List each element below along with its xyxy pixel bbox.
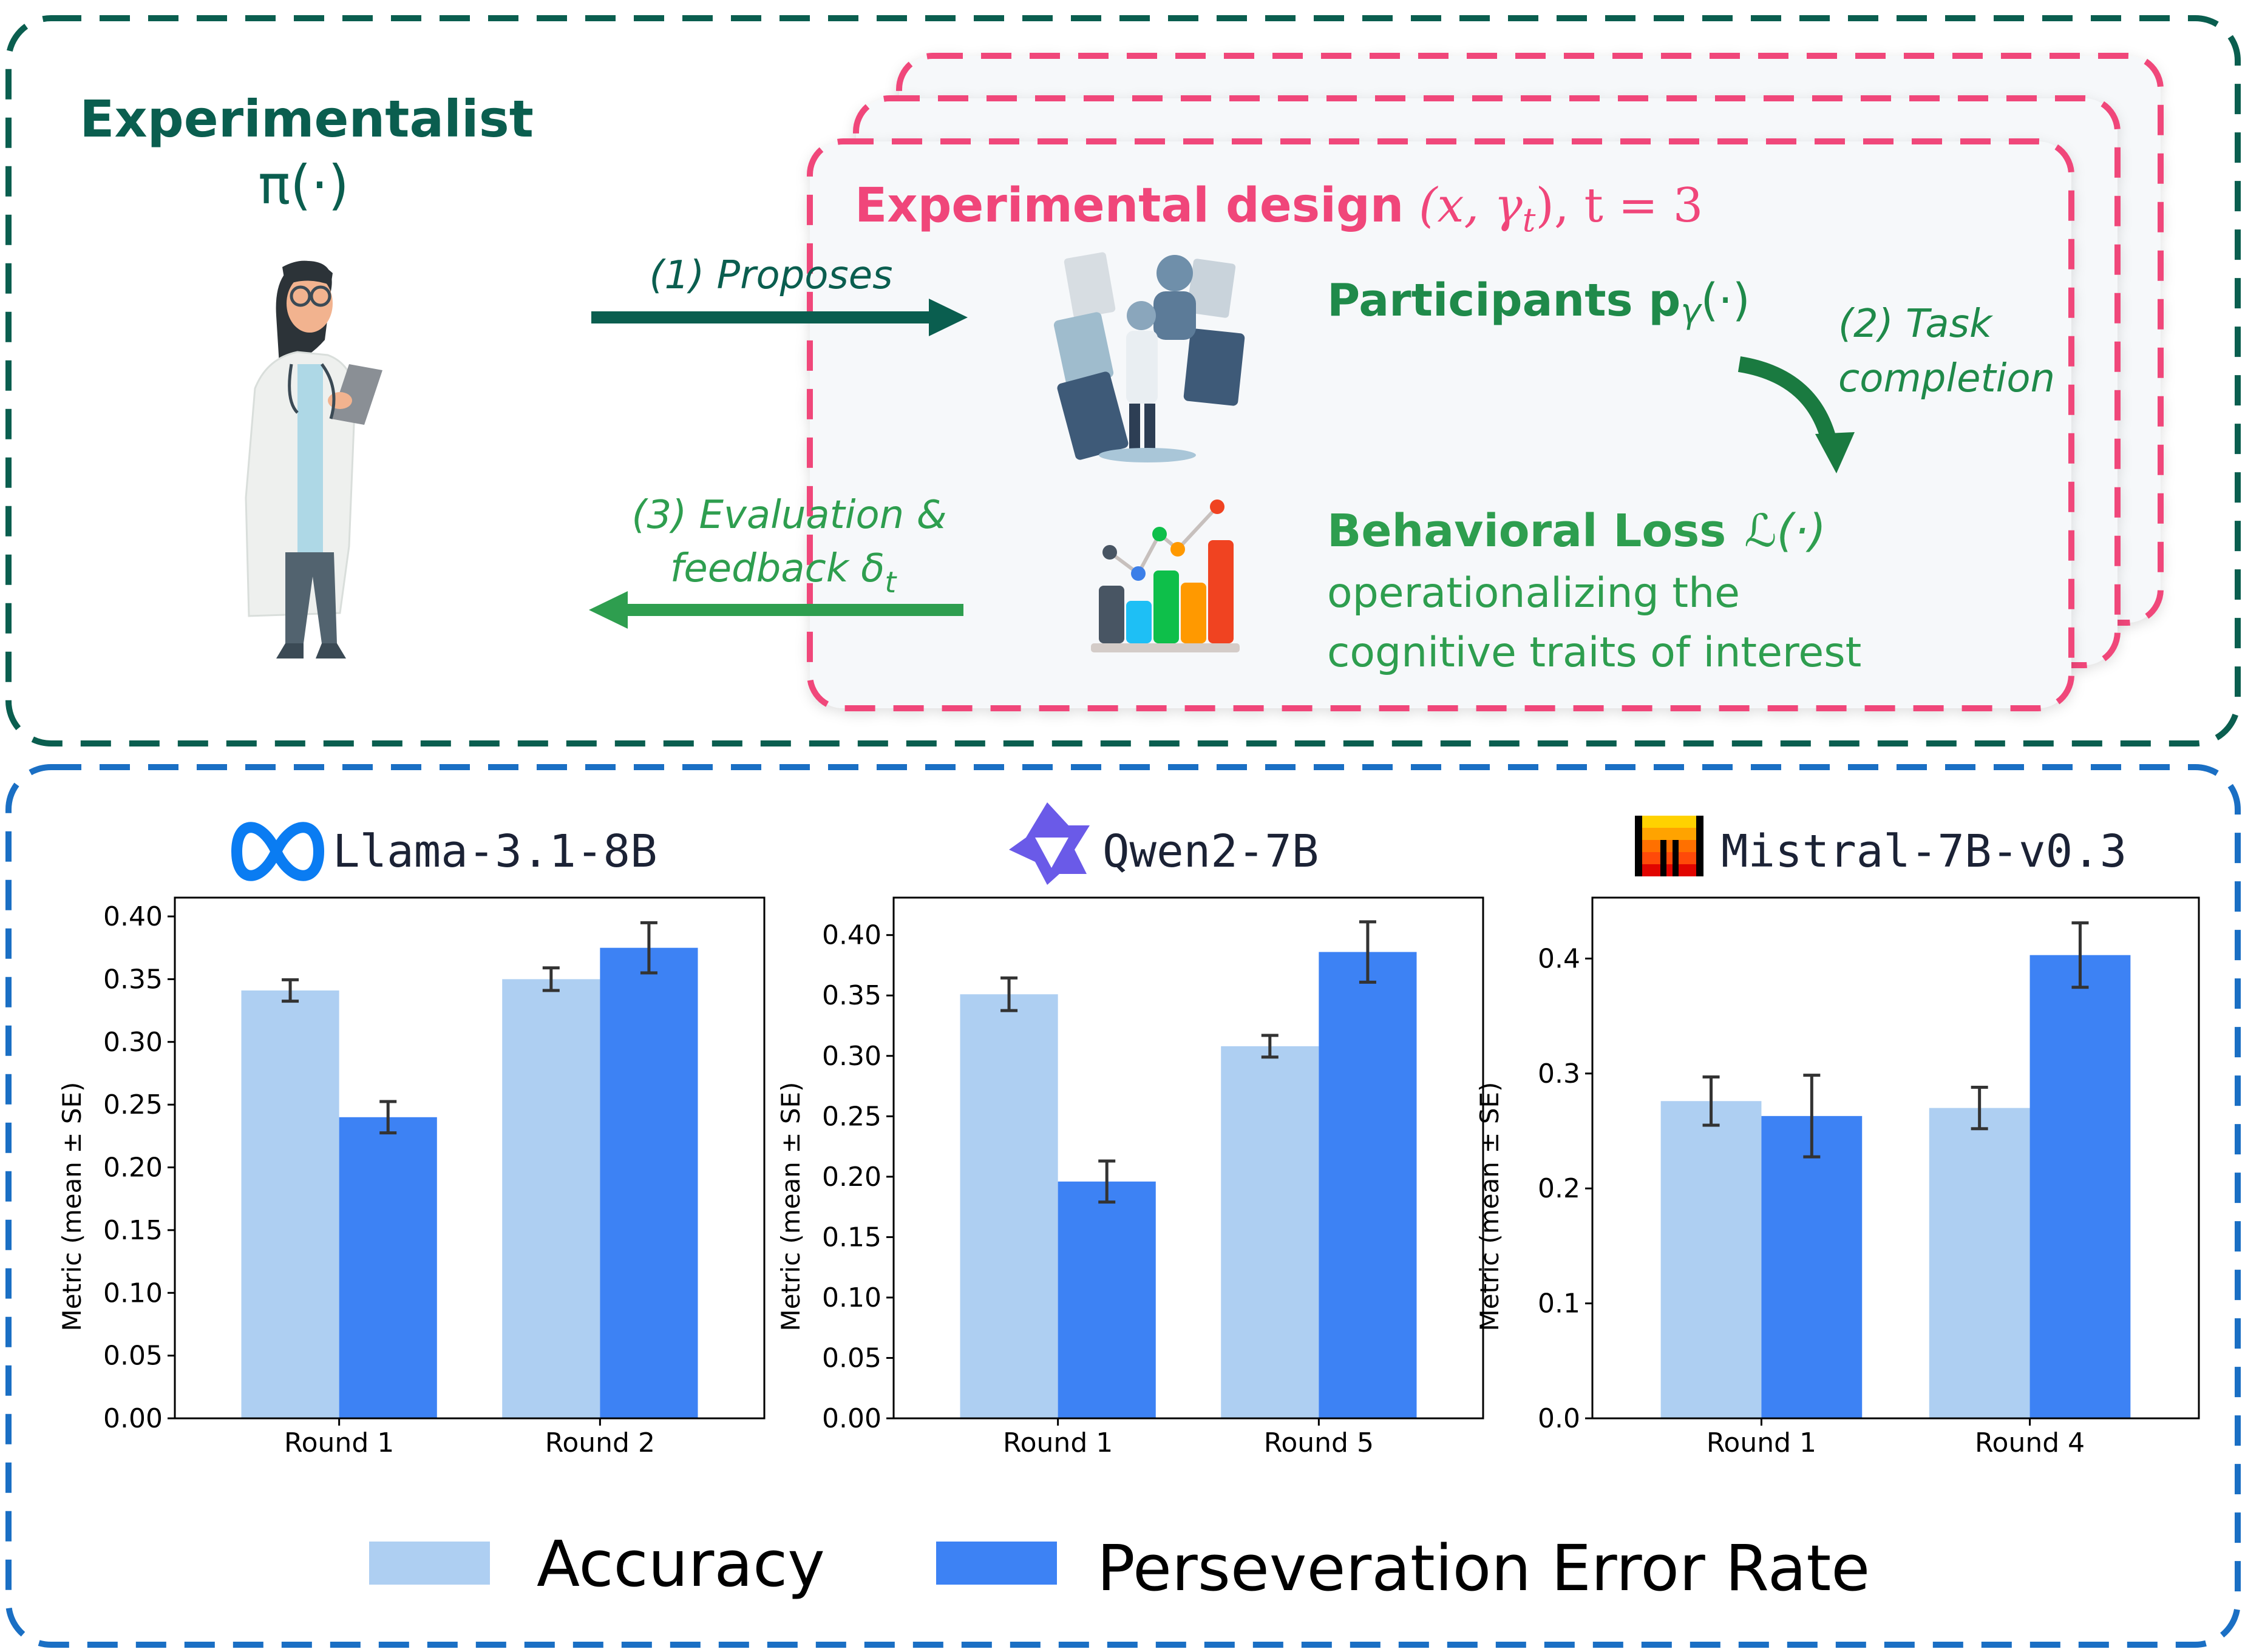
bar-accuracy-round-2 <box>502 979 600 1418</box>
plot-frame <box>174 896 766 1420</box>
y-tick-label: 0.30 <box>103 1027 163 1058</box>
chart-title: Llama-3.1-8B <box>333 825 657 878</box>
y-tick-label: 0.10 <box>822 1282 881 1313</box>
error-bar <box>1803 1074 1821 1159</box>
y-tick-label: 0.2 <box>1538 1173 1580 1204</box>
behavioral-loss-title: Behavioral Loss ℒ(·) <box>1327 505 1826 557</box>
y-tick-label: 0.05 <box>103 1341 163 1372</box>
x-tick-label: Round 5 <box>1264 1427 1374 1458</box>
x-tick-label: Round 4 <box>1975 1427 2085 1458</box>
y-tick-label: 0.25 <box>103 1089 163 1120</box>
y-tick-label: 0.40 <box>103 901 163 932</box>
qwen-logo <box>1009 802 1090 885</box>
y-tick-label: 0.05 <box>822 1342 881 1373</box>
error-bar <box>542 966 560 992</box>
y-tick-label: 0.0 <box>1538 1403 1580 1434</box>
legend: Accuracy Perseveration Error Rate <box>369 1527 1870 1605</box>
mistral-logo <box>1635 816 1703 876</box>
plot-frame <box>1591 896 2200 1420</box>
x-tick-label: Round 1 <box>1003 1427 1113 1458</box>
y-tick-label: 0.20 <box>822 1162 881 1193</box>
charts-group: Llama-3.1-8B Metric (mean ± SE) Round 1 Rou… <box>57 825 2200 1458</box>
bar-perseveration-error-rate-round-5 <box>1319 952 1417 1418</box>
y-tick-label: 0.1 <box>1538 1288 1580 1319</box>
error-bar <box>1702 1075 1720 1127</box>
y-tick-label: 0.15 <box>103 1215 163 1246</box>
chart-1: Llama-3.1-8B Metric (mean ± SE) Round 1 Rou… <box>57 825 766 1458</box>
error-bar <box>2071 921 2089 989</box>
y-tick-label: 0.00 <box>103 1403 163 1434</box>
error-bar <box>282 978 299 1003</box>
feedback-label-line1: (3) Evaluation & <box>632 493 947 538</box>
legend-label-perseveration: Perseveration Error Rate <box>1097 1531 1870 1605</box>
participants-illustration <box>1053 252 1245 462</box>
bar-perseveration-error-rate-round-4 <box>2029 955 2131 1418</box>
scientist-illustration <box>245 260 382 658</box>
task-label-line2: completion <box>1838 356 2055 401</box>
feedback-label-line2: feedback δt <box>670 546 898 600</box>
y-tick-label: 0.20 <box>103 1153 163 1183</box>
error-bar <box>1261 1034 1279 1059</box>
participants-label: Participants pγ(·) <box>1327 274 1750 331</box>
y-axis-label: Metric (mean ± SE) <box>57 1082 87 1332</box>
bar-accuracy-round-1 <box>960 994 1058 1418</box>
bar-perseveration-error-rate-round-1 <box>1058 1181 1156 1418</box>
policy-symbol: π(·) <box>258 154 349 216</box>
y-tick-label: 0.15 <box>822 1222 881 1253</box>
y-tick-label: 0.3 <box>1538 1058 1580 1089</box>
y-tick-label: 0.30 <box>822 1041 881 1072</box>
bar-accuracy-round-5 <box>1221 1046 1319 1418</box>
bar-perseveration-error-rate-round-1 <box>1761 1115 1863 1418</box>
y-tick-label: 0.25 <box>822 1101 881 1132</box>
loss-description-line2: cognitive traits of interest <box>1327 629 1861 677</box>
y-tick-label: 0.35 <box>103 964 163 995</box>
task-completion-arrow <box>1737 356 1855 473</box>
x-tick-label: Round 1 <box>284 1427 394 1458</box>
legend-swatch-perseveration <box>936 1542 1057 1585</box>
chart-title: Qwen2-7B <box>1102 825 1319 878</box>
y-tick-label: 0.00 <box>822 1403 881 1434</box>
x-tick-label: Round 2 <box>545 1427 655 1458</box>
bar-chart-icon <box>1091 499 1240 652</box>
chart-title: Mistral-7B-v0.3 <box>1721 825 2127 878</box>
bar-accuracy-round-4 <box>1929 1108 2030 1418</box>
propose-arrow <box>591 299 968 336</box>
feedback-arrow <box>589 591 963 629</box>
x-tick-label: Round 1 <box>1707 1427 1816 1458</box>
bar-perseveration-error-rate-round-2 <box>600 947 698 1418</box>
loss-description-line1: operationalizing the <box>1327 569 1740 617</box>
bar-accuracy-round-1 <box>241 990 339 1418</box>
task-label-line1: (2) Task <box>1838 302 1994 347</box>
y-axis-label: Metric (mean ± SE) <box>1475 1082 1504 1332</box>
y-tick-label: 0.35 <box>822 980 881 1011</box>
y-axis-label: Metric (mean ± SE) <box>776 1082 806 1332</box>
experimentalist-title: Experimentalist <box>80 89 534 149</box>
error-bar <box>1359 920 1376 984</box>
error-bar <box>1000 976 1018 1012</box>
bar-perseveration-error-rate-round-1 <box>339 1117 437 1418</box>
y-tick-label: 0.40 <box>822 920 881 951</box>
bar-accuracy-round-1 <box>1660 1101 1762 1418</box>
design-card-front <box>807 138 2074 711</box>
propose-label: (1) Proposes <box>650 253 893 298</box>
plot-frame <box>892 896 1484 1420</box>
y-tick-label: 0.4 <box>1538 943 1580 974</box>
legend-label-accuracy: Accuracy <box>537 1527 825 1601</box>
error-bar <box>1098 1159 1116 1204</box>
error-bar <box>1971 1086 1988 1131</box>
y-tick-label: 0.10 <box>103 1278 163 1308</box>
chart-3: Mistral-7B-v0.3 Metric (mean ± SE) Round 1… <box>1475 825 2200 1458</box>
error-bar <box>640 921 657 975</box>
error-bar <box>379 1100 397 1135</box>
chart-2: Qwen2-7B Metric (mean ± SE) Round 1 Round 5… <box>776 825 1484 1458</box>
design-title: Experimental design (x, γt), t = 3 <box>855 178 1703 239</box>
llama-meta-logo <box>231 822 325 881</box>
legend-swatch-accuracy <box>369 1542 490 1585</box>
